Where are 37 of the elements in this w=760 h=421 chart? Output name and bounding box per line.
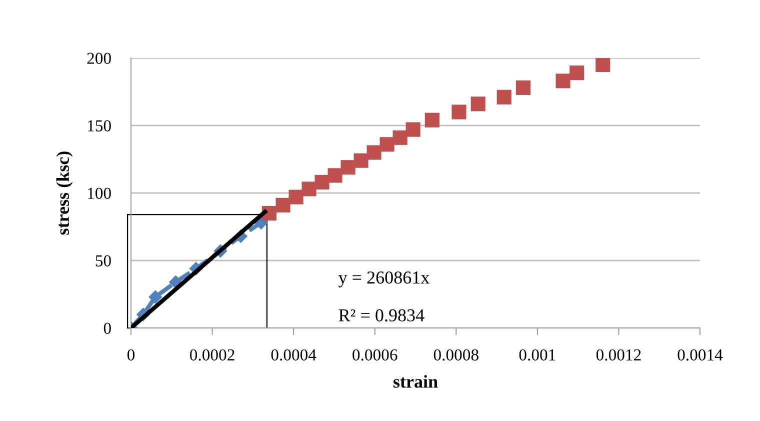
x-tick-label: 0.0012 — [596, 349, 641, 361]
x-tick-label: 0.001 — [519, 349, 556, 361]
point — [288, 190, 304, 204]
point — [570, 66, 584, 80]
y-tick-label: 100 — [88, 188, 111, 199]
point — [496, 90, 512, 104]
point — [340, 160, 356, 175]
y-axis-title: stress (ksc) — [56, 152, 73, 235]
point — [380, 137, 394, 152]
point — [452, 104, 466, 120]
point — [366, 145, 382, 160]
point — [148, 290, 162, 304]
x-tick-label: 0.0008 — [434, 349, 478, 361]
x-axis-title: strain — [393, 375, 438, 388]
x-tick-label: 0 — [127, 349, 135, 361]
point — [406, 122, 420, 137]
point — [276, 198, 290, 212]
point — [470, 96, 486, 112]
x-tick-label: 0.0006 — [352, 349, 398, 361]
point — [314, 174, 330, 190]
y-tick-label: 150 — [88, 120, 111, 132]
y-tick-label: 50 — [96, 255, 111, 266]
point — [302, 182, 316, 196]
point — [596, 58, 610, 72]
x-tick-label: 0.0014 — [678, 349, 723, 361]
point — [354, 153, 368, 168]
y-tick-label: 200 — [87, 52, 111, 64]
x-tick-label: 0.0004 — [271, 349, 316, 361]
annotation: y = 260861x — [338, 271, 430, 288]
point — [328, 168, 342, 183]
annotation: R² = 0.9834 — [338, 309, 424, 322]
point — [424, 112, 440, 128]
point — [556, 74, 570, 88]
y-tick-label: 0 — [104, 322, 111, 334]
point — [516, 80, 530, 95]
x-tick-label: 0.0002 — [190, 349, 234, 361]
point — [392, 130, 408, 145]
